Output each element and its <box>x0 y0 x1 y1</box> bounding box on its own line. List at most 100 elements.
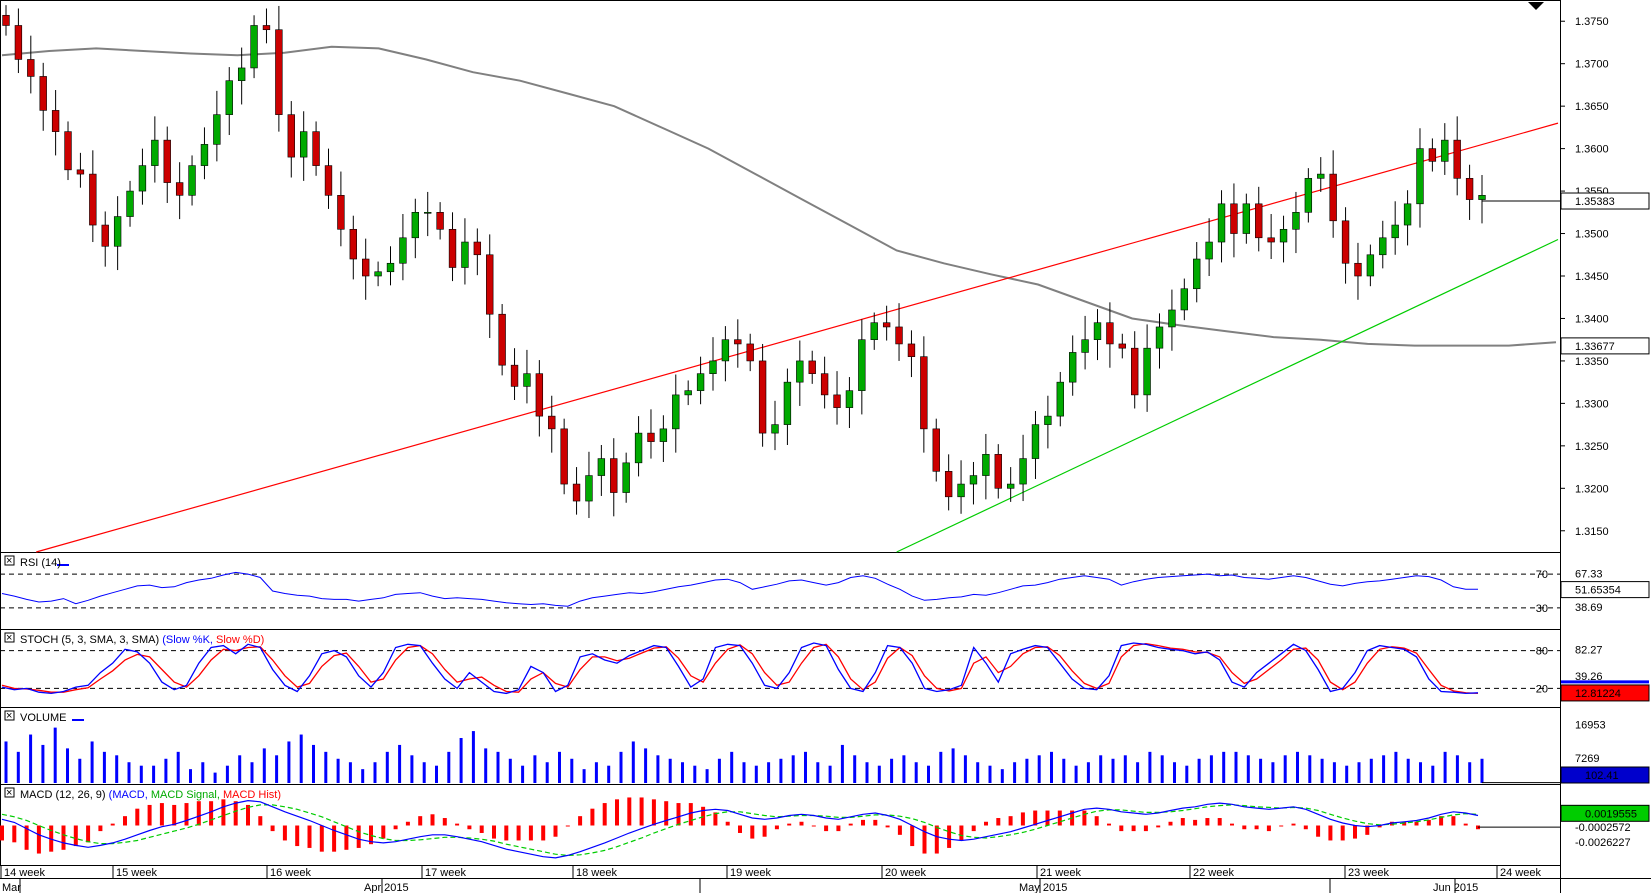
macd-hist-bar <box>590 808 595 826</box>
moving-average <box>1 45 1557 347</box>
macd-signal-value-box <box>1560 804 1650 822</box>
current-price-box <box>1560 192 1650 210</box>
volume-bar <box>1271 762 1275 783</box>
macd-hist-bar <box>1131 825 1136 832</box>
volume-bar <box>1419 762 1422 783</box>
candle-down <box>262 25 271 31</box>
volume-bar <box>361 769 365 783</box>
candle-up <box>1366 254 1375 277</box>
candle-down <box>448 228 457 268</box>
volume-bar <box>742 762 746 783</box>
candle-down <box>1118 343 1126 349</box>
stoch-title: STOCH (5, 3, SMA, 3, SMA) (Slow %K, Slow… <box>20 634 264 646</box>
macd-hist-bar <box>1353 825 1357 839</box>
candle-up <box>399 237 407 264</box>
candle-up <box>1304 178 1313 213</box>
price-pane[interactable] <box>0 0 1561 553</box>
rsi-pane[interactable] <box>0 552 1561 630</box>
volume-bar <box>1050 751 1053 783</box>
macd-hist-bar <box>885 825 890 828</box>
stoch-close-box[interactable] <box>4 632 15 643</box>
volume-bar <box>78 758 82 783</box>
current-price-label: 1.35383 <box>1575 196 1615 208</box>
macd-hist-bar <box>1402 821 1407 826</box>
candle-up <box>1391 224 1399 239</box>
volume-bar <box>828 765 832 783</box>
time-axis: 14 week 15 week 16 week 17 week 18 week 19 we… <box>0 866 1541 893</box>
macd-hist-bar <box>504 825 509 841</box>
menu-arrow-icon[interactable] <box>1528 2 1544 10</box>
candle-down <box>101 224 109 247</box>
volume-bar <box>275 755 279 783</box>
volume-bar <box>312 744 315 783</box>
volume-bar <box>705 769 709 783</box>
candle-down <box>907 343 916 357</box>
price-tick-label: 1.3350 <box>1575 356 1609 368</box>
macd-signal-value-label: 0.0019555 <box>1585 808 1637 820</box>
candle-down <box>994 454 1002 489</box>
candlesticks <box>2 5 1486 519</box>
volume-bar <box>16 751 20 783</box>
macd-hist-bar <box>356 825 361 848</box>
volume-bar <box>1173 762 1176 783</box>
candle-up <box>1093 322 1102 340</box>
candle-down <box>833 394 841 408</box>
rsi-title-group: × RSI (14) <box>4 555 61 569</box>
candle-down <box>39 76 47 111</box>
macd-hist-bar <box>713 812 718 826</box>
volume-title: VOLUME <box>20 712 66 724</box>
volume-bar <box>1296 751 1299 783</box>
volume-bar <box>1074 765 1078 783</box>
candle-down <box>1255 203 1263 239</box>
volume-bar <box>422 762 426 783</box>
week-label: 15 week <box>116 867 157 879</box>
macd-hist-bar <box>1033 810 1038 826</box>
macd-hist-bar <box>1463 823 1468 826</box>
candle-up <box>200 144 209 166</box>
candle-down <box>647 432 655 442</box>
rsi-close-box[interactable] <box>4 555 15 566</box>
ma-line <box>1 45 1557 347</box>
volume-bar <box>398 744 402 783</box>
macd-hist-bar <box>123 816 127 826</box>
candle-down <box>76 169 85 175</box>
macd-hist-bar <box>492 825 496 839</box>
price-tick-label: 1.3750 <box>1575 16 1609 28</box>
stoch-level-label: 80 <box>1536 646 1548 658</box>
macd-hist-bar <box>1414 821 1419 826</box>
macd-hist-bar <box>233 801 238 826</box>
support-trendline <box>896 238 1559 553</box>
candle-up <box>188 165 196 196</box>
macd-hist-bar <box>627 797 632 826</box>
rsi-value-label: 51.65354 <box>1575 585 1621 597</box>
macd-hist-bar <box>676 803 681 826</box>
price-tick-label: 1.3500 <box>1575 229 1609 241</box>
volume-bar <box>607 765 611 783</box>
candle-down <box>820 373 829 396</box>
macd-close-box[interactable] <box>4 787 15 798</box>
candle-up <box>1379 237 1387 256</box>
macd-hist-bar <box>405 821 410 826</box>
macd-hist-bar <box>159 803 164 826</box>
price-axis: 1.37501.37001.36501.36001.35501.35001.34… <box>1560 16 1609 538</box>
volume-bar <box>1431 765 1435 783</box>
volume-bar <box>1123 755 1127 783</box>
candle-up <box>1403 203 1412 226</box>
candle-up <box>1155 326 1164 349</box>
candle-up <box>1217 203 1226 243</box>
candle-up <box>659 428 668 442</box>
candle-down <box>1465 178 1474 200</box>
volume-bar <box>570 758 574 783</box>
candle-down <box>275 29 283 115</box>
macd-hist-bar <box>418 816 423 826</box>
macd-hist-bar <box>1340 825 1345 841</box>
candle-down <box>920 356 928 430</box>
volume-bar <box>582 769 586 783</box>
volume-bar <box>1234 751 1238 783</box>
volume-bar <box>447 751 451 783</box>
macd-hist-bar <box>332 825 337 852</box>
stoch-label-high: 82.27 <box>1575 644 1603 656</box>
volume-close-box[interactable] <box>4 710 15 721</box>
volume-bar <box>1222 751 1226 783</box>
